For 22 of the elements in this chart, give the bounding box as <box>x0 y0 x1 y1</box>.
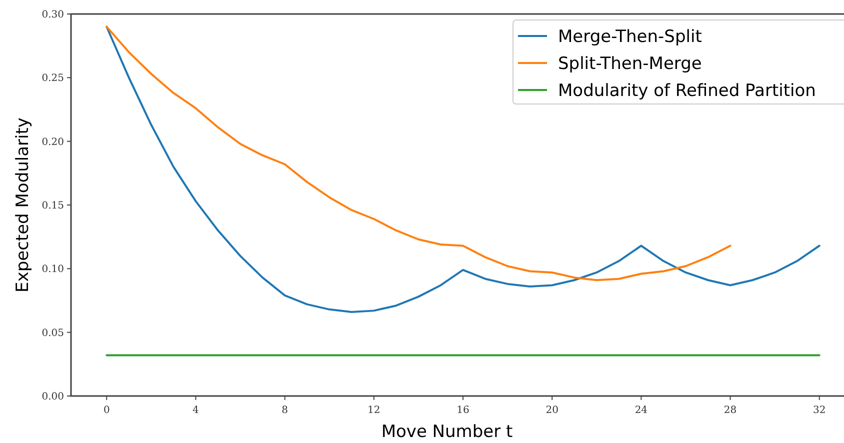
y-tick-label: 0.05 <box>42 328 64 339</box>
x-tick-label: 24 <box>634 405 648 416</box>
legend-label: Merge-Then-Split <box>558 26 702 47</box>
legend-label: Split-Then-Merge <box>558 54 702 74</box>
legend-label: Modularity of Refined Partition <box>558 80 816 101</box>
y-tick-label: 0.15 <box>42 200 64 212</box>
line-series <box>106 26 820 313</box>
x-tick-label: 12 <box>368 405 380 416</box>
x-tick-label: 16 <box>456 405 470 416</box>
x-tick-label: 28 <box>724 405 737 416</box>
x-tick-label: 4 <box>192 405 199 416</box>
y-tick-label: 0.25 <box>42 73 64 84</box>
x-tick-label: 8 <box>282 405 288 416</box>
y-tick-label: 0.00 <box>42 392 64 402</box>
y-tick-label: 0.30 <box>42 10 64 20</box>
x-tick-label: 32 <box>812 405 826 416</box>
x-tick-label: 20 <box>546 405 558 416</box>
x-tick-label: 0 <box>103 405 110 416</box>
y-tick-label: 0.20 <box>42 136 64 148</box>
y-tick-label: 0.10 <box>42 264 64 276</box>
y-axis-title: Expected Modularity <box>13 118 33 292</box>
x-axis-title: Move Number t <box>381 422 514 442</box>
